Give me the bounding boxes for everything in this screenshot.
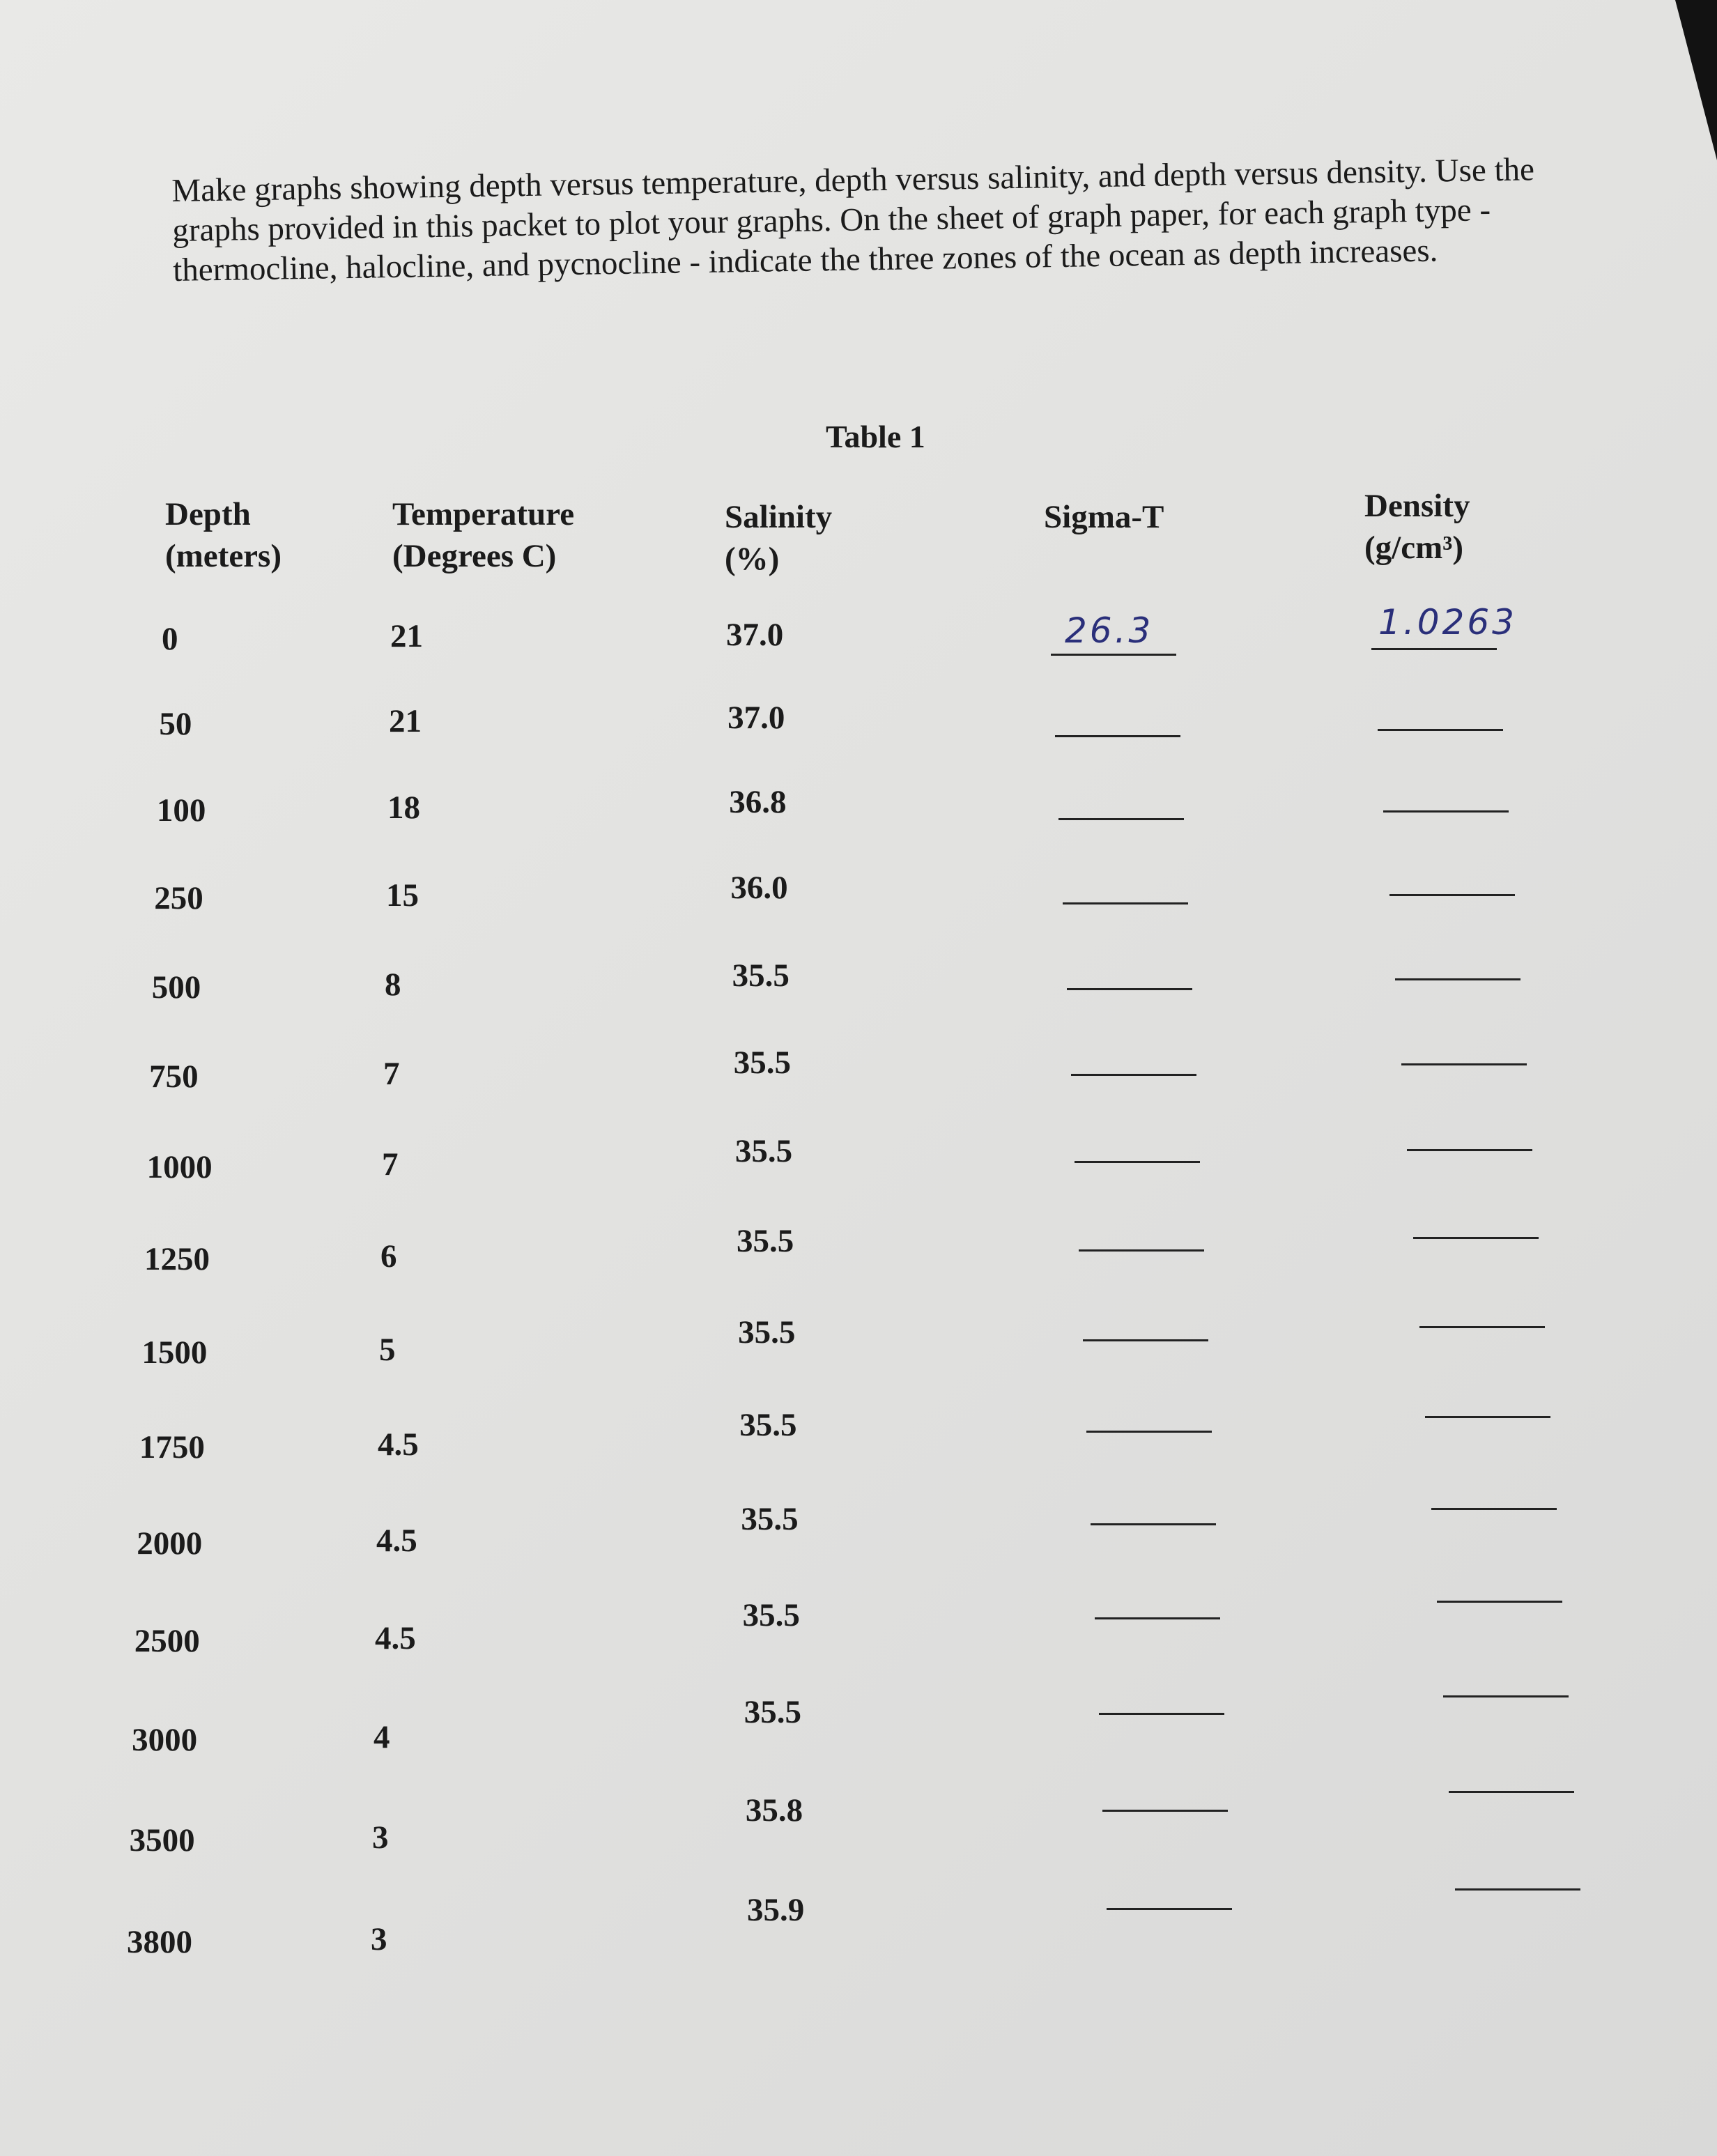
- sigma-t-answer-line[interactable]: [1054, 735, 1180, 737]
- temperature-cell: 5: [379, 1332, 396, 1368]
- density-answer-line[interactable]: [1431, 1507, 1557, 1510]
- depth-cell: 1250: [144, 1241, 210, 1277]
- header-depth-label: Depth: [165, 496, 251, 532]
- depth-cell: 3000: [132, 1722, 198, 1758]
- sigma-t-answer-line[interactable]: [1086, 1431, 1212, 1433]
- temperature-cell: 15: [386, 877, 419, 914]
- depth-cell: 100: [156, 792, 206, 829]
- temperature-cell: 4.5: [378, 1426, 419, 1463]
- header-temperature: Temperature (Degrees C): [392, 493, 574, 577]
- sigma-t-answer-line[interactable]: [1107, 1908, 1232, 1910]
- depth-cell: 50: [159, 706, 192, 742]
- salinity-cell: 36.0: [730, 870, 788, 907]
- depth-cell: 750: [149, 1058, 199, 1095]
- header-depth-unit: (meters): [165, 538, 282, 574]
- salinity-cell: 35.5: [741, 1501, 799, 1538]
- header-density-label: Density: [1364, 488, 1470, 524]
- sigma-t-answer-line[interactable]: [1063, 902, 1189, 904]
- depth-cell: 1500: [141, 1334, 208, 1371]
- density-handwritten: 1.0263: [1378, 602, 1517, 642]
- salinity-cell: 35.5: [742, 1596, 800, 1633]
- temperature-cell: 4.5: [375, 1620, 416, 1656]
- temperature-cell: 18: [387, 790, 420, 826]
- instructions-paragraph: Make graphs showing depth versus tempera…: [171, 151, 1535, 288]
- density-answer-line[interactable]: [1437, 1601, 1563, 1603]
- salinity-cell: 37.0: [726, 617, 784, 653]
- salinity-cell: 35.5: [732, 957, 790, 994]
- density-answer-line[interactable]: [1371, 648, 1497, 650]
- salinity-cell: 37.0: [727, 700, 785, 737]
- header-density: Density (g/cm³): [1364, 485, 1470, 569]
- density-answer-line[interactable]: [1395, 978, 1521, 981]
- sigma-t-answer-line[interactable]: [1066, 988, 1192, 990]
- depth-cell: 0: [162, 621, 178, 657]
- temperature-cell: 7: [383, 1056, 400, 1092]
- depth-cell: 3800: [127, 1924, 192, 1960]
- sigma-t-answer-line[interactable]: [1058, 818, 1185, 820]
- temperature-cell: 7: [382, 1146, 399, 1183]
- temperature-cell: 6: [380, 1238, 397, 1275]
- salinity-cell: 35.8: [745, 1792, 803, 1828]
- density-answer-line[interactable]: [1383, 810, 1509, 813]
- sigma-t-answer-line[interactable]: [1051, 654, 1176, 656]
- salinity-cell: 35.9: [747, 1892, 805, 1928]
- header-salinity: Salinity (%): [725, 496, 832, 580]
- density-answer-line[interactable]: [1401, 1063, 1527, 1065]
- salinity-cell: 35.5: [737, 1223, 794, 1259]
- density-answer-line[interactable]: [1407, 1149, 1533, 1152]
- salinity-cell: 35.5: [734, 1132, 793, 1169]
- header-sigma-t: Sigma-T: [1044, 496, 1164, 538]
- table-title: Table 1: [826, 419, 925, 454]
- sigma-t-answer-line[interactable]: [1082, 1339, 1208, 1341]
- salinity-cell: 36.8: [729, 784, 787, 821]
- temperature-cell: 4.5: [376, 1523, 417, 1559]
- temperature-cell: 4: [374, 1719, 390, 1755]
- salinity-cell: 35.5: [739, 1407, 797, 1444]
- header-depth: Depth (meters): [165, 493, 282, 577]
- salinity-cell: 35.5: [738, 1314, 796, 1351]
- depth-cell: 1000: [146, 1149, 213, 1185]
- density-answer-line[interactable]: [1455, 1888, 1580, 1891]
- density-answer-line[interactable]: [1425, 1416, 1551, 1419]
- header-sigma-t-label: Sigma-T: [1044, 499, 1164, 535]
- temperature-cell: 3: [372, 1819, 389, 1856]
- depth-cell: 2000: [137, 1525, 203, 1562]
- density-answer-line[interactable]: [1442, 1695, 1569, 1697]
- temperature-cell: 21: [389, 703, 422, 739]
- header-salinity-label: Salinity: [725, 499, 833, 535]
- header-temperature-unit: (Degrees C): [392, 538, 557, 574]
- sigma-t-handwritten: 26.3: [1065, 610, 1154, 651]
- sigma-t-answer-line[interactable]: [1075, 1161, 1201, 1163]
- sigma-t-answer-line[interactable]: [1102, 1810, 1229, 1812]
- depth-cell: 3500: [129, 1822, 195, 1858]
- density-answer-line[interactable]: [1449, 1791, 1575, 1794]
- depth-cell: 1750: [139, 1429, 205, 1465]
- temperature-cell: 21: [390, 618, 423, 654]
- sigma-t-answer-line[interactable]: [1091, 1523, 1217, 1525]
- temperature-cell: 3: [371, 1921, 387, 1957]
- depth-cell: 500: [151, 969, 201, 1006]
- salinity-cell: 35.5: [744, 1693, 801, 1730]
- salinity-cell: 35.5: [733, 1044, 791, 1081]
- density-answer-line[interactable]: [1419, 1325, 1545, 1328]
- temperature-cell: 8: [385, 967, 401, 1003]
- header-density-unit: (g/cm³): [1364, 530, 1463, 566]
- depth-cell: 2500: [134, 1623, 200, 1659]
- sigma-t-answer-line[interactable]: [1094, 1617, 1220, 1619]
- sigma-t-answer-line[interactable]: [1079, 1249, 1204, 1252]
- depth-cell: 250: [154, 880, 203, 916]
- density-answer-line[interactable]: [1389, 893, 1515, 896]
- sigma-t-answer-line[interactable]: [1098, 1713, 1224, 1715]
- density-answer-line[interactable]: [1413, 1237, 1539, 1239]
- background-edge: [1675, 0, 1717, 160]
- header-temperature-label: Temperature: [392, 496, 575, 532]
- sigma-t-answer-line[interactable]: [1070, 1074, 1196, 1076]
- density-answer-line[interactable]: [1377, 728, 1503, 731]
- header-salinity-unit: (%): [725, 541, 780, 577]
